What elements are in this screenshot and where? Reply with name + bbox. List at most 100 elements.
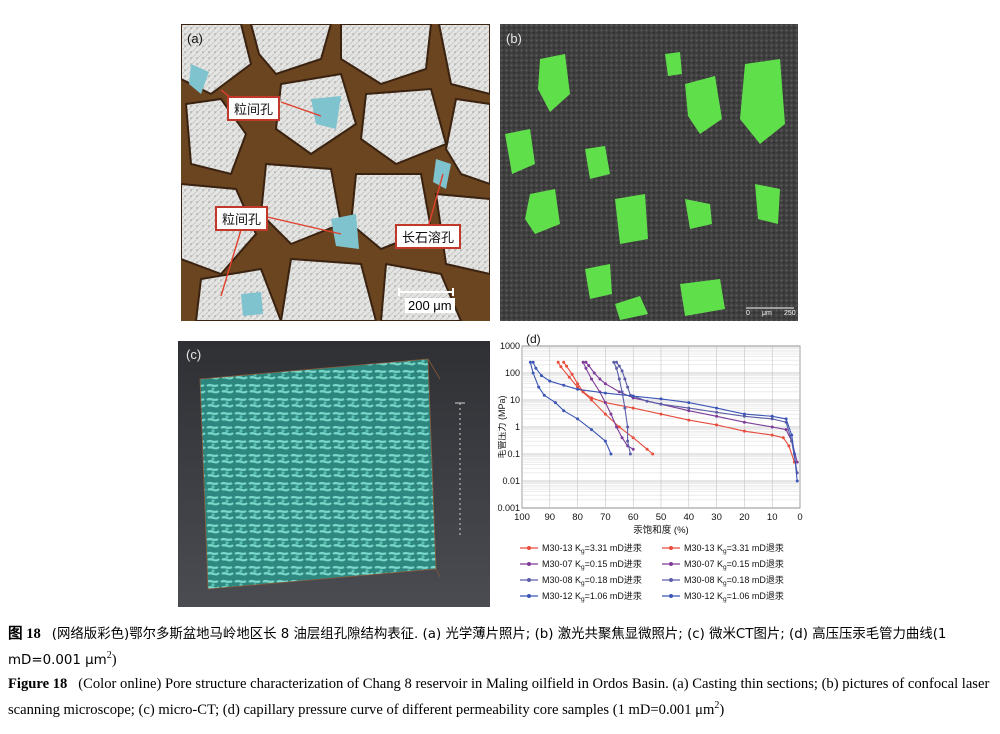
series-point-0 (562, 360, 566, 364)
legend-sample: M30-08 K (542, 575, 581, 585)
series-point-3 (590, 377, 593, 381)
legend-value: =0.18 mD退汞 (727, 575, 784, 585)
series-line-5 (613, 362, 631, 455)
legend-marker-0 (527, 546, 531, 550)
series-point-7 (562, 409, 566, 413)
series-point-6 (603, 391, 607, 395)
series-point-5 (626, 439, 630, 443)
series-point-2 (603, 382, 607, 386)
micro-ct-image (178, 341, 490, 607)
series-point-6 (790, 433, 794, 437)
series-point-2 (584, 360, 588, 364)
series-point-4 (742, 414, 746, 418)
series-point-2 (795, 460, 799, 464)
legend-value: =1.06 mD进汞 (585, 591, 642, 601)
caption-cn-label: 图 18 (8, 626, 41, 642)
series-point-6 (576, 387, 580, 391)
x-tick-label: 70 (600, 512, 611, 523)
callout-intergranular-pore-1: 粒间孔 (227, 96, 281, 121)
legend-sample: M30-07 K (542, 559, 581, 569)
legend-label-5: M30-08 Kg=0.18 mD退汞 (684, 575, 784, 587)
series-point-4 (620, 369, 624, 373)
series-point-2 (784, 428, 788, 432)
legend-marker-6 (527, 594, 531, 598)
x-tick-label: 50 (656, 512, 667, 523)
legend-sample: M30-13 K (542, 543, 581, 553)
series-point-0 (742, 429, 746, 433)
series-point-1 (617, 425, 621, 429)
series-point-2 (742, 420, 746, 424)
legend-value: =3.31 mD退汞 (727, 543, 784, 553)
panel-a-thin-section: (a) 粒间孔 粒间孔 长石溶孔 200 μm (181, 24, 490, 321)
series-point-3 (609, 412, 613, 416)
series-point-6 (687, 401, 691, 405)
panel-d-capillary-chart: 1000 100 10 1 0.1 0.01 0.001 100 90 80 70 60 50 40 30 2… (498, 326, 808, 610)
x-tick-label: 10 (767, 512, 778, 523)
series-point-4 (687, 406, 691, 410)
y-tick-label: 0.01 (502, 476, 520, 486)
series-point-5 (628, 452, 632, 456)
series-point-2 (617, 390, 621, 394)
series-point-6 (631, 394, 635, 398)
x-tick-label: 80 (572, 512, 583, 523)
series-point-0 (770, 433, 774, 437)
series-point-3 (620, 436, 624, 440)
series-line-3 (582, 362, 634, 450)
panel-b-scale-tick-250: 250 (784, 310, 796, 317)
caption-chinese: 图 18 (网络版彩色)鄂尔多斯盆地马岭地区长 8 油层组孔隙结构表征. (a)… (8, 624, 992, 671)
panel-b-scale-tick-0: 0 (746, 310, 750, 317)
legend-label-4: M30-08 Kg=0.18 mD进汞 (542, 575, 642, 587)
series-point-3 (584, 366, 588, 370)
series-point-5 (617, 377, 621, 381)
legend-value: =3.31 mD进汞 (585, 543, 642, 553)
series-point-0 (659, 412, 663, 416)
panel-a-scale-bar-label: 200 μm (405, 298, 455, 313)
series-point-0 (570, 372, 574, 376)
x-axis-title: 汞饱和度 (%) (633, 524, 688, 536)
caption-cn-end: ) (111, 651, 117, 668)
y-axis-title: 毛管压力 (MPa) (498, 395, 507, 458)
series-point-7 (553, 401, 557, 405)
caption-en-text: (Color online) Pore structure characteri… (8, 676, 990, 718)
x-tick-label: 0 (797, 512, 802, 523)
series-point-1 (631, 436, 635, 440)
legend-label-2: M30-07 Kg=0.15 mD进汞 (542, 559, 642, 571)
caption-cn-text: (网络版彩色)鄂尔多斯盆地马岭地区长 8 油层组孔隙结构表征. (a) 光学薄片… (8, 627, 947, 668)
panel-d-label: (d) (526, 332, 541, 346)
y-tick-label: 0.1 (507, 449, 520, 459)
series-point-4 (626, 385, 630, 389)
y-tick-label: 1 (515, 422, 520, 432)
caption-cn-sup: 2 (106, 650, 112, 661)
callout-intergranular-pore-2: 粒间孔 (215, 206, 269, 231)
legend-label-6: M30-12 Kg=1.06 mD进汞 (542, 591, 642, 603)
series-point-1 (603, 412, 607, 416)
series-point-1 (651, 452, 655, 456)
series-point-3 (581, 360, 585, 364)
confocal-image (500, 24, 798, 321)
legend-label-0: M30-13 Kg=3.31 mD进汞 (542, 543, 642, 555)
series-point-6 (659, 397, 663, 401)
series-point-5 (620, 390, 624, 394)
legend-value: =0.18 mD进汞 (585, 575, 642, 585)
legend-value: =0.15 mD进汞 (585, 559, 642, 569)
y-tick-label: 10 (510, 395, 520, 405)
series-point-0 (631, 406, 635, 410)
series-point-6 (534, 366, 538, 370)
legend-label-3: M30-07 Kg=0.15 mD退汞 (684, 559, 784, 571)
legend-sample: M30-12 K (684, 591, 723, 601)
legend-sample: M30-08 K (684, 575, 723, 585)
series-point-6 (770, 414, 774, 418)
x-tick-label: 40 (684, 512, 695, 523)
y-tick-label: 0.001 (498, 503, 520, 513)
series-point-4 (617, 364, 621, 368)
y-tick-label: 1000 (500, 341, 520, 351)
panel-a-label: (a) (187, 31, 203, 46)
legend-subscript: g (723, 564, 727, 571)
series-point-7 (542, 393, 546, 397)
legend-subscript: g (581, 564, 585, 571)
legend-marker-7 (669, 594, 673, 598)
legend-subscript: g (581, 596, 585, 603)
series-line-7 (529, 362, 612, 455)
series-point-7 (576, 417, 580, 421)
